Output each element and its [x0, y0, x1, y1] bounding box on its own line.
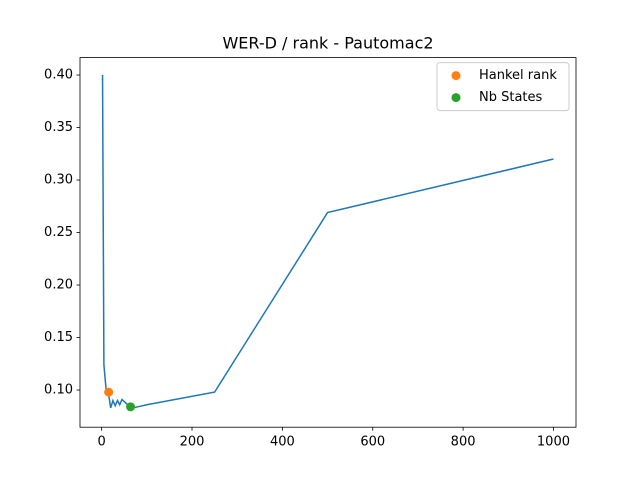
x-tick-label: 600	[360, 435, 385, 450]
legend-marker	[451, 71, 461, 81]
y-tick-label: 0.20	[44, 278, 73, 293]
plot-frame	[79, 57, 577, 428]
legend-box	[436, 62, 570, 112]
y-tick-label: 0.10	[44, 383, 73, 398]
x-tick-label: 800	[451, 435, 476, 450]
chart-title: WER-D / rank - Pautomac2	[222, 34, 433, 53]
y-tick-label: 0.35	[44, 120, 73, 135]
x-tick-label: 400	[270, 435, 295, 450]
legend-label: Hankel rank	[479, 68, 557, 83]
legend-marker	[451, 93, 461, 103]
x-tick-label: 1000	[537, 435, 570, 450]
x-tick-label: 200	[180, 435, 205, 450]
y-tick-label: 0.15	[44, 330, 73, 345]
point	[126, 402, 136, 412]
y-tick-label: 0.40	[44, 68, 73, 83]
point	[104, 387, 114, 397]
y-tick-label: 0.30	[44, 173, 73, 188]
legend-label: Nb States	[479, 90, 543, 105]
y-tick-label: 0.25	[44, 225, 73, 240]
x-tick-label: 0	[98, 435, 106, 450]
